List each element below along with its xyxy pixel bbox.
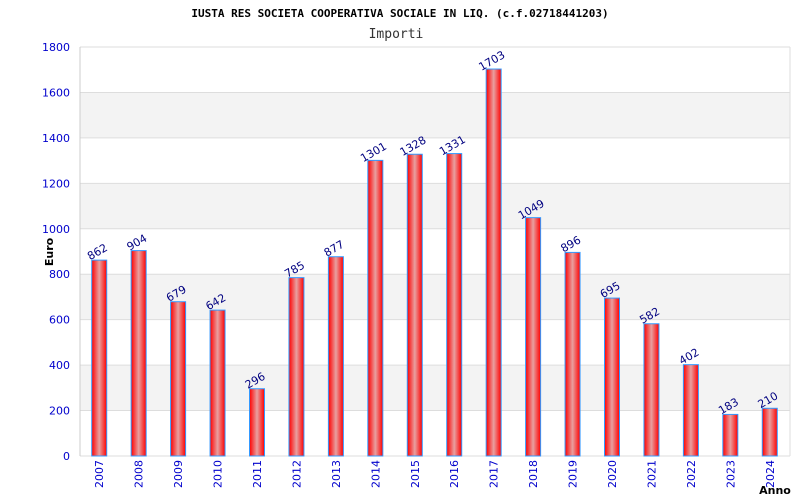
chart-title: IUSTA RES SOCIETA COOPERATIVA SOCIALE IN… [191,7,608,20]
x-tick-label: 2017 [488,460,501,488]
x-axis-label: Anno [759,484,791,497]
y-tick-label: 400 [49,359,70,372]
x-tick-label: 2007 [93,460,106,488]
grid-band [80,183,790,229]
x-tick-label: 2013 [330,460,343,488]
x-tick-label: 2024 [764,460,777,488]
y-axis-label: Euro [43,237,56,266]
y-tick-label: 800 [49,268,70,281]
y-tick-label: 1400 [42,132,70,145]
bar [327,256,344,457]
bar [209,309,226,457]
y-tick-label: 1800 [42,41,70,54]
x-tick-label: 2010 [212,460,225,488]
x-tick-label: 2020 [606,460,619,488]
bar [643,323,660,457]
bar [761,407,778,457]
bar [91,259,108,457]
x-tick-label: 2016 [448,460,461,488]
bar [446,153,463,457]
x-tick-label: 2021 [645,460,658,488]
y-tick-label: 1000 [42,223,70,236]
x-tick-label: 2015 [409,460,422,488]
y-tick-label: 1200 [42,177,70,190]
bar [564,251,581,457]
bar [367,159,384,457]
bar [722,413,739,457]
x-tick-label: 2018 [527,460,540,488]
grid-band [80,365,790,411]
x-tick-label: 2019 [567,460,580,488]
y-tick-label: 600 [49,314,70,327]
x-tick-label: 2009 [172,460,185,488]
x-tick-label: 2014 [369,460,382,488]
bar [249,388,265,457]
bar [406,153,423,457]
bar [682,364,699,457]
x-tick-label: 2011 [251,460,264,488]
grid-band [80,92,790,138]
y-tick-label: 1600 [42,86,70,99]
x-tick-label: 2008 [133,460,146,488]
x-tick-label: 2012 [290,460,303,488]
x-tick-label: 2022 [685,460,698,488]
chart-subtitle: Importi [369,27,424,42]
bar [288,277,305,457]
y-tick-label: 200 [49,405,70,418]
bar [525,217,542,457]
bar [170,301,187,457]
x-tick-label: 2023 [724,460,737,488]
grid-band [80,274,790,320]
bar [130,250,147,457]
bar [604,297,620,457]
bar [485,68,502,457]
y-tick-label: 0 [63,450,70,463]
